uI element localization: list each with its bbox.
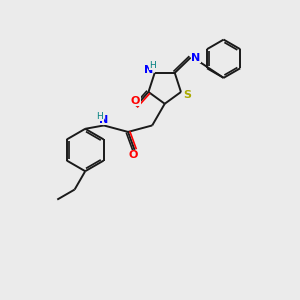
Text: S: S: [183, 90, 191, 100]
Text: H: H: [96, 112, 103, 121]
Text: O: O: [128, 150, 138, 160]
Text: N: N: [191, 52, 201, 62]
Text: H: H: [149, 61, 156, 70]
Text: N: N: [144, 65, 153, 75]
Text: O: O: [131, 96, 140, 106]
Text: N: N: [99, 115, 109, 124]
